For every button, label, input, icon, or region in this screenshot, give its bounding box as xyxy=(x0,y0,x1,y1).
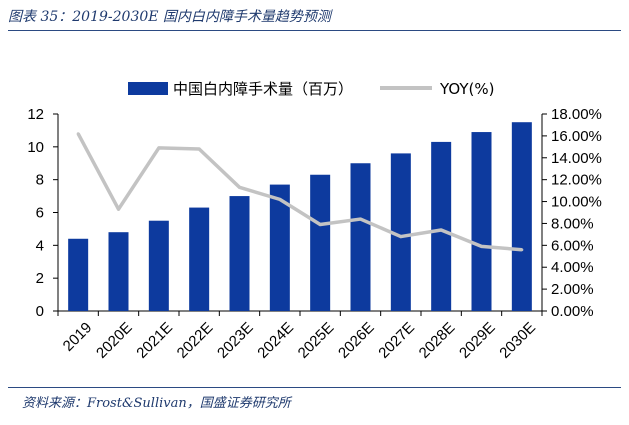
yoy-point-2026E xyxy=(359,217,362,221)
y-left-tick-label: 2 xyxy=(36,270,44,287)
bar-2028E xyxy=(431,141,452,311)
y-right-tick-label: 2.00% xyxy=(551,281,594,298)
x-tick-label: 2025E xyxy=(295,319,338,362)
y-right-tick-label: 0.00% xyxy=(551,303,594,320)
y-left-tick-label: 8 xyxy=(36,172,44,189)
y-left-tick-label: 6 xyxy=(36,205,44,222)
y-right-tick-label: 8.00% xyxy=(551,215,594,232)
y-left-tick-label: 4 xyxy=(36,237,44,254)
yoy-point-2019 xyxy=(76,132,80,136)
x-tick-label: 2022E xyxy=(174,319,217,362)
yoy-point-2029E xyxy=(480,244,483,248)
yoy-point-2022E xyxy=(197,147,201,151)
bar-2030E xyxy=(511,122,532,311)
x-tick-label: 2026E xyxy=(335,319,378,362)
bar-2025E xyxy=(310,174,331,311)
figure-title: 图表 35：2019-2030E 国内白内障手术量趋势预测 xyxy=(8,9,331,25)
bar-2029E xyxy=(471,132,492,311)
legend-line-label: YOY(%) xyxy=(439,80,494,98)
y-right-tick-label: 18.00% xyxy=(551,106,602,123)
x-tick-label: 2021E xyxy=(133,319,176,362)
x-tick-label: 2028E xyxy=(416,319,459,362)
source-rule xyxy=(8,387,621,388)
x-tick-label: 2030E xyxy=(496,319,539,362)
yoy-point-2023E xyxy=(238,185,241,189)
title-rule xyxy=(8,30,621,31)
y-left-tick-label: 12 xyxy=(27,106,44,123)
y-right-tick-label: 4.00% xyxy=(551,259,594,276)
bar-2027E xyxy=(390,153,411,311)
bar-2022E xyxy=(189,207,210,311)
bar-2021E xyxy=(148,220,169,311)
yoy-point-2020E xyxy=(117,207,120,211)
yoy-point-2027E xyxy=(399,235,403,239)
legend-bar-swatch xyxy=(128,82,168,95)
yoy-point-2021E xyxy=(157,146,161,150)
x-tick-label: 2020E xyxy=(93,319,136,362)
y-right-tick-label: 14.00% xyxy=(551,150,602,167)
yoy-point-2025E xyxy=(318,223,322,227)
bar-2026E xyxy=(350,163,371,311)
yoy-point-2028E xyxy=(439,228,443,232)
y-right-tick-label: 12.00% xyxy=(551,172,602,189)
source-note: 资料来源：Frost&Sullivan，国盛证券研究所 xyxy=(22,396,291,411)
x-tick-label: 2023E xyxy=(214,319,257,362)
yoy-line xyxy=(76,132,522,252)
x-tick-label: 2019 xyxy=(60,319,96,355)
x-tick-label: 2029E xyxy=(456,319,499,362)
y-left-tick-label: 0 xyxy=(36,303,44,320)
legend-bar-label: 中国白内障手术量（百万） xyxy=(173,80,353,98)
x-tick-label: 2024E xyxy=(254,319,297,362)
yoy-point-2024E xyxy=(278,197,282,201)
bar-2023E xyxy=(229,196,250,311)
yoy-point-2030E xyxy=(520,248,524,252)
bar-2019 xyxy=(68,238,89,311)
y-left-tick-label: 10 xyxy=(27,139,44,156)
x-tick-label: 2027E xyxy=(375,319,418,362)
y-right-tick-label: 10.00% xyxy=(551,194,602,211)
y-right-tick-label: 16.00% xyxy=(551,128,602,145)
bar-2020E xyxy=(108,232,129,311)
y-right-tick-label: 6.00% xyxy=(551,237,594,254)
bar-2024E xyxy=(269,184,290,311)
legend: 中国白内障手术量（百万） YOY(%) xyxy=(128,80,494,98)
